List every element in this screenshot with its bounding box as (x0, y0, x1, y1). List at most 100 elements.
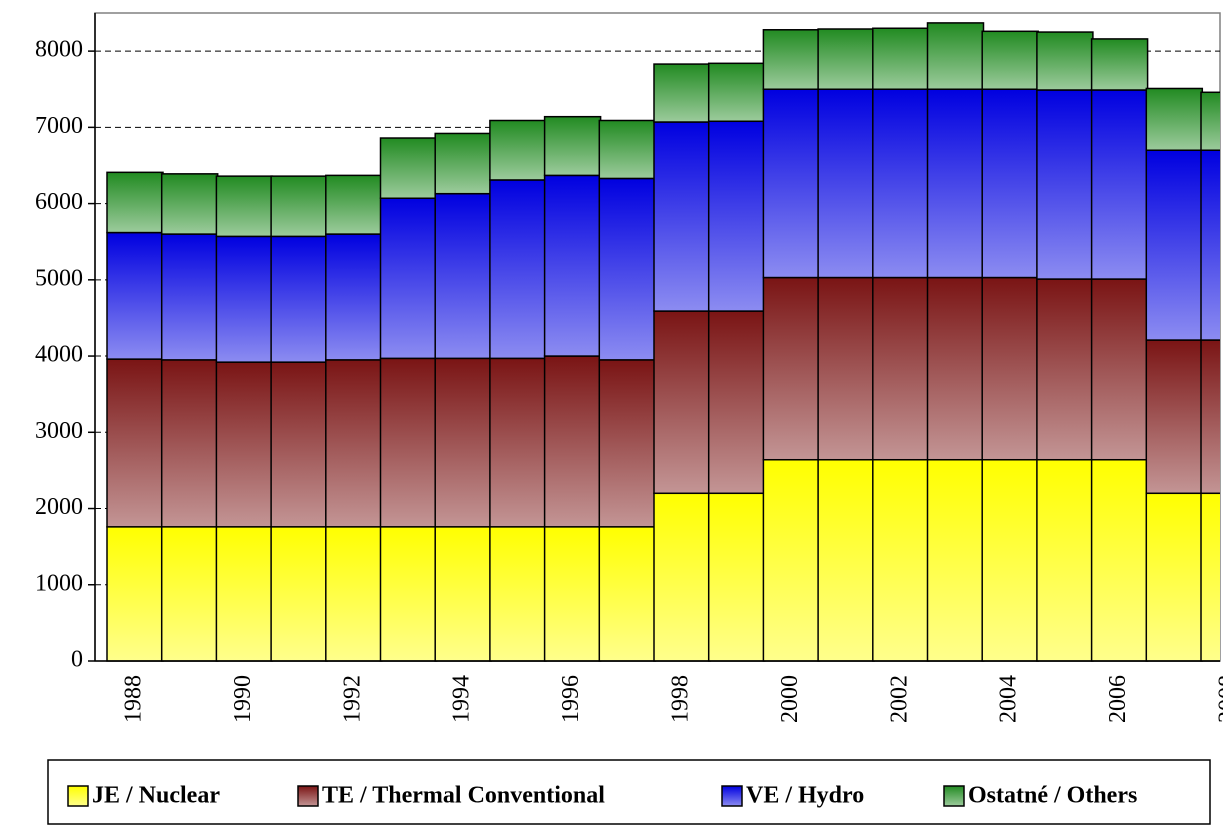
bar-segment (106, 526, 164, 662)
y-tick-label: 1000 (35, 570, 83, 596)
bar-segment (160, 173, 219, 235)
bar-segment (270, 235, 328, 363)
bar-segment (707, 310, 766, 495)
bar-segment (270, 361, 328, 528)
bar-segment (434, 192, 492, 360)
bar-segment (106, 171, 164, 234)
bar-segment (926, 458, 985, 662)
bar-segment (981, 276, 1039, 461)
bar-segment (817, 28, 875, 90)
bar-segment (1145, 339, 1204, 495)
bar-segment (434, 526, 492, 662)
bar-segment (1090, 458, 1149, 662)
x-tick-label: 1988 (121, 675, 147, 723)
bar-segment (1090, 89, 1149, 280)
x-tick-label: 2000 (777, 675, 803, 723)
bar-segment (489, 526, 547, 662)
bar-segment (653, 63, 711, 123)
bar-segment (379, 137, 438, 200)
bar-segment (762, 88, 821, 279)
bar-segment (270, 175, 328, 238)
y-tick-label: 2000 (35, 494, 83, 520)
bar-segment (1145, 87, 1204, 151)
bar-segment (1145, 492, 1204, 662)
legend-swatch (721, 785, 743, 807)
bar-segment (434, 132, 492, 195)
bar-segment (543, 526, 602, 662)
bar-segment (1145, 149, 1204, 341)
bar-segment (325, 526, 383, 662)
x-tick-label: 2008 (1215, 675, 1223, 723)
bar-segment (707, 62, 766, 123)
bar-segment (270, 526, 328, 662)
legend-label: TE / Thermal Conventional (322, 783, 605, 809)
legend-swatch (67, 785, 89, 807)
bar-segment (981, 458, 1039, 662)
x-tick-label: 1996 (558, 675, 584, 723)
y-tick-label: 5000 (35, 265, 83, 291)
bar-segment (160, 233, 219, 361)
x-tick-label: 1998 (668, 675, 694, 723)
bar-segment (1036, 31, 1094, 91)
bar-segment (981, 30, 1039, 90)
bar-segment (325, 233, 383, 361)
bar-segment (325, 359, 383, 528)
bar-segment (543, 355, 602, 528)
bar-segment (817, 276, 875, 461)
y-tick-label: 8000 (35, 37, 83, 63)
bar-segment (926, 88, 985, 279)
legend-label: Ostatné / Others (968, 783, 1137, 809)
x-tick-label: 1994 (449, 675, 475, 723)
y-tick-label: 6000 (35, 189, 83, 215)
bar-segment (215, 175, 274, 238)
bar-segment (1200, 492, 1220, 662)
bar-segment (598, 526, 657, 662)
bar-segment (872, 27, 930, 90)
bar-segment (653, 492, 711, 662)
x-tick-label: 2004 (996, 675, 1022, 723)
bar-segment (1200, 91, 1220, 151)
bar-segment (379, 197, 438, 360)
bar-segment (215, 361, 274, 528)
bar-segment (379, 526, 438, 662)
bar-segment (653, 310, 711, 495)
bar-segment (489, 179, 547, 360)
y-tick-label: 4000 (35, 342, 83, 368)
bar-segment (215, 526, 274, 662)
y-tick-label: 3000 (35, 418, 83, 444)
y-tick-label: 0 (71, 647, 83, 673)
bar-segment (981, 88, 1039, 279)
bar-segment (106, 231, 164, 360)
bar-segment (762, 29, 821, 90)
bar-segment (926, 22, 985, 90)
bar-segment (215, 235, 274, 363)
legend-label: VE / Hydro (746, 783, 864, 809)
bar-segment (325, 174, 383, 235)
bar-segment (598, 177, 657, 361)
x-tick-label: 2006 (1105, 675, 1131, 723)
y-tick-label: 7000 (35, 113, 83, 139)
bar-segment (872, 458, 930, 662)
bar-segment (872, 88, 930, 279)
bar-segment (598, 359, 657, 528)
legend-swatch (297, 785, 319, 807)
bar-segment (434, 357, 492, 528)
x-tick-label: 1992 (339, 675, 365, 723)
bar-segment (1200, 149, 1220, 341)
legend-label: JE / Nuclear (92, 783, 220, 809)
legend-box (47, 759, 1211, 825)
bar-segment (1036, 458, 1094, 662)
bar-segment (543, 115, 602, 177)
bar-segment (817, 458, 875, 662)
bar-segment (653, 121, 711, 312)
bar-segment (762, 276, 821, 461)
x-tick-label: 2002 (886, 675, 912, 723)
legend-swatch (943, 785, 965, 807)
bar-segment (543, 174, 602, 357)
bar-segment (762, 458, 821, 662)
bar-segment (872, 276, 930, 461)
bar-segment (1200, 339, 1220, 495)
bar-segment (817, 88, 875, 279)
bar-segment (379, 357, 438, 528)
